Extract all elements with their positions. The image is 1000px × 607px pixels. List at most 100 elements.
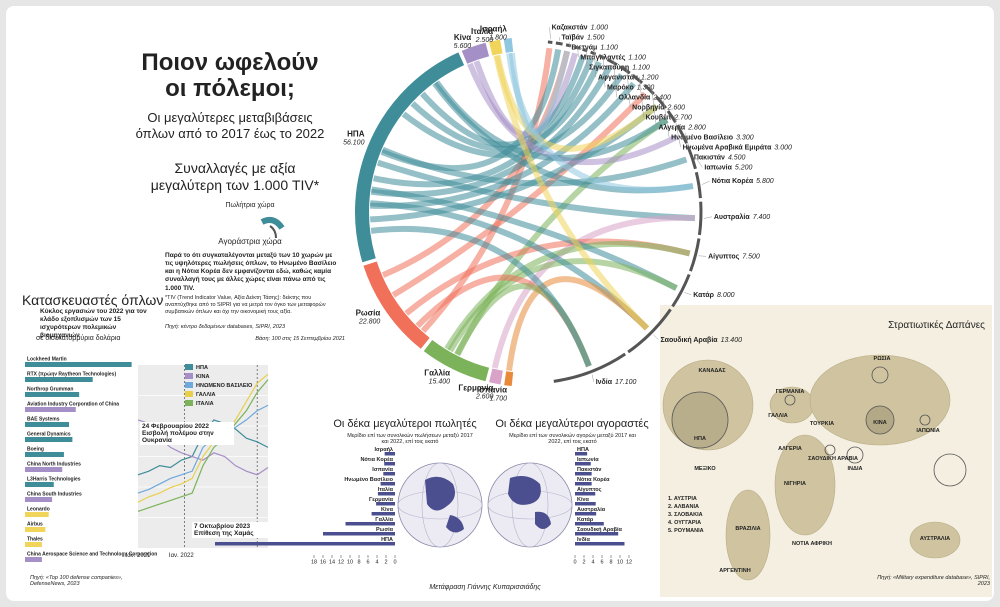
buyer-name: Ιαπωνία [704, 164, 732, 171]
bar [575, 532, 619, 536]
map-label: ΡΩΣΙΑ [874, 356, 891, 362]
x-tick-label: 0 [393, 559, 396, 565]
buyer-arc [671, 273, 691, 308]
x-tick-label: 10 [347, 559, 353, 565]
bar [323, 532, 395, 536]
map-label: ΒΡΑΖΙΛΙΑ [735, 526, 760, 532]
annotation: 24 Φεβρουαρίου 2022 Εισβολή πολέμου στην… [140, 422, 234, 445]
x-tick-label: 2 [384, 559, 387, 565]
chord-ribbon [434, 80, 669, 161]
bar-label: ΗΠΑ [381, 537, 393, 543]
sellers-title: Οι δέκα μεγαλύτεροι πωλητές [333, 418, 477, 430]
legend-label: ΚΙΝΑ [196, 374, 209, 380]
continents [662, 354, 961, 581]
subtitle: Οι μεγαλύτερες μεταβιβάσεις όπλων από το… [135, 110, 325, 141]
chord-ribbon [473, 52, 579, 138]
buyer-label: Κατάρ 8.000 [693, 292, 734, 299]
buyer-label: Μπαγκλαντές 1.100 [580, 53, 646, 61]
leader-line [602, 53, 606, 88]
buyer-value: 2.600 [667, 104, 686, 111]
map-label: ΚΑΝΑΔΑΣ [698, 368, 726, 374]
buyer-arc [697, 201, 703, 236]
legend-swatch [185, 400, 193, 406]
source: Πηγή: κέντρο δεδομένων databases, SIPRI,… [165, 324, 286, 330]
buyer-label: Βιετνάμ 1.100 [571, 44, 618, 51]
annotation: 7 Οκτωβρίου 2023 Επίθεση της Χαμάς [192, 522, 276, 538]
buyer-label: Νορβηγία 2.600 [632, 104, 685, 111]
x-tick-label: 4 [375, 559, 378, 565]
continent [662, 359, 754, 451]
x-tick-label: Ιαν. 2021 [126, 553, 151, 559]
buyer-label: Καζακστάν 1.000 [552, 24, 609, 31]
buyer-value: 1.100 [632, 64, 650, 71]
seller-arc [423, 339, 490, 382]
seller-arc [489, 368, 503, 385]
buyer-name: Ινδία [596, 379, 613, 386]
buyer-arc [643, 84, 655, 96]
seller-label: Ισπανία [477, 386, 507, 395]
map-label: ΑΡΓΕΝΤΙΝΗ [719, 568, 750, 574]
buyer-name: Μαρόκο [607, 84, 634, 91]
legend-label: ΙΤΑΛΙΑ [196, 401, 214, 407]
bubble [671, 391, 729, 449]
bar [575, 472, 592, 476]
buyer-arc [676, 124, 688, 144]
seller-value: 15.400 [429, 379, 451, 386]
map-label: ΝΟΤΙΑ ΑΦΡΙΚΗ [792, 541, 832, 547]
buyer-name: Σαουδική Αραβία [660, 337, 718, 344]
meridian [511, 462, 549, 548]
map-ranking: 4. ΟΥΓΓΑΡΙΑ [668, 520, 701, 526]
bar-label: General Dynamics [27, 432, 71, 438]
buyer-value: 1.100 [628, 54, 646, 61]
leader-line [585, 47, 588, 68]
bar-label: Αίγυπτος [577, 487, 602, 493]
seller-value: 5.600 [454, 43, 472, 50]
bar [25, 542, 42, 547]
leader-line [701, 180, 710, 185]
chord-ribbons [370, 47, 695, 372]
map-ranking: 5. ΡΟΥΜΑΝΙΑ [668, 528, 704, 534]
bar-label: Γαλλία [375, 517, 393, 523]
chord-ribbon [506, 276, 650, 372]
x-tick-label: 6 [366, 559, 369, 565]
leader-line [639, 76, 644, 118]
x-tick-label: 0 [573, 559, 576, 565]
buyer-value: 3.300 [736, 134, 754, 141]
bar [380, 482, 395, 486]
legend-label: ΗΝΩΜΕΝΟ ΒΑΣΙΛΕΙΟ [196, 383, 253, 389]
bar-label: Ηνωμένο Βασίλειο [344, 477, 393, 483]
buyer-arc [555, 41, 563, 46]
map-label: ΓΕΡΜΑΝΙΑ [776, 389, 805, 395]
leader-line [663, 100, 670, 138]
bubble [784, 394, 796, 406]
map-label: ΓΑΛΛΙΑ [768, 413, 788, 419]
seller-value: 22.800 [358, 318, 381, 325]
bar-label: Νότια Κορέα [577, 477, 610, 483]
bar-label: Northrop Grumman [27, 387, 73, 393]
chord-ribbon [508, 50, 571, 136]
x-tick-label: 6 [600, 559, 603, 565]
bar-label: Ιαπωνία [577, 457, 599, 463]
buyer-label: Ινδία 17.100 [596, 379, 637, 386]
leader-line [591, 374, 594, 382]
note: Παρά το ότι συγκαταλέγονται μεταξύ των 1… [165, 252, 337, 292]
bar-label: China Aerospace Science and Technology C… [27, 552, 157, 558]
legend-label: ΗΠΑ [196, 365, 208, 371]
buyer-value: 13.400 [721, 337, 743, 344]
buyer-arc [606, 58, 618, 67]
x-tick-label: Ιαν. 2022 [169, 553, 194, 559]
buyer-name: Κατάρ [693, 292, 714, 299]
bubble [824, 444, 836, 456]
line-subtitle: Βάση: 100 στις 15 Σεπτεμβρίου 2021 [255, 336, 345, 342]
bubble [919, 414, 931, 426]
bar [25, 377, 93, 382]
bubble [846, 446, 864, 464]
x-tick-label: 8 [357, 559, 360, 565]
bar [345, 522, 395, 526]
line-series [137, 373, 269, 503]
bar [377, 492, 395, 496]
bar-label: Ρωσία [376, 527, 394, 533]
bubble [933, 453, 967, 487]
seller-label: Ιταλία [471, 27, 493, 36]
buyer-value: 5.200 [735, 164, 753, 171]
